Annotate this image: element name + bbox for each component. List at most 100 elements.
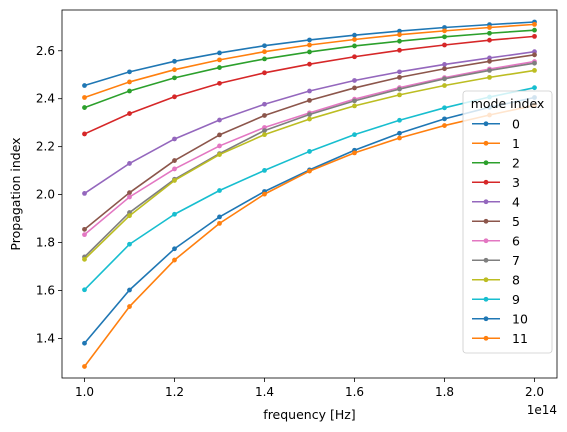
- data-point: [397, 117, 402, 123]
- data-point: [82, 340, 87, 346]
- data-point: [262, 191, 267, 197]
- legend-entry-3: 3: [472, 175, 520, 190]
- data-point: [397, 135, 402, 141]
- data-point: [487, 74, 492, 80]
- data-point: [217, 117, 222, 123]
- y-axis-title: Propagation index: [8, 137, 23, 250]
- data-point: [172, 58, 177, 64]
- x-tick-label: 2.0: [525, 385, 544, 399]
- series-0: [82, 19, 537, 88]
- data-point: [442, 62, 447, 67]
- data-point: [487, 37, 492, 43]
- y-tick-label: 1.8: [36, 236, 55, 250]
- data-point: [307, 149, 312, 154]
- legend-swatch-marker: [483, 199, 489, 205]
- data-point: [217, 132, 222, 138]
- legend-entry-11: 11: [472, 331, 528, 346]
- data-point: [172, 136, 177, 142]
- data-point: [442, 76, 447, 82]
- x-axis-title: frequency [Hz]: [263, 407, 355, 422]
- data-point: [172, 257, 177, 263]
- legend-label: 11: [512, 331, 528, 346]
- data-point: [127, 88, 132, 94]
- data-point: [217, 50, 222, 56]
- plot-frame: [61, 9, 558, 379]
- legend-swatch-marker: [483, 179, 489, 185]
- legend-label: 8: [512, 272, 520, 287]
- data-point: [262, 132, 267, 138]
- legend-entry-8: 8: [472, 272, 520, 287]
- data-point: [217, 80, 222, 86]
- legend-entry-6: 6: [472, 233, 520, 248]
- legend-swatch-marker: [483, 140, 489, 146]
- data-point: [442, 28, 447, 34]
- data-point: [352, 32, 357, 38]
- data-point: [397, 47, 402, 53]
- legend-label: 3: [512, 175, 520, 190]
- data-point: [487, 25, 492, 30]
- data-point: [352, 150, 357, 156]
- data-point: [262, 49, 267, 55]
- y-tick-label: 2.0: [36, 188, 55, 202]
- data-point: [397, 92, 402, 98]
- data-point: [307, 168, 312, 174]
- legend-swatch-marker: [483, 257, 489, 263]
- series-3: [82, 33, 537, 137]
- legend-label: 1: [512, 136, 520, 151]
- data-point: [487, 30, 492, 36]
- data-point: [262, 43, 267, 49]
- data-point: [127, 304, 132, 309]
- legend-label: 2: [512, 155, 520, 170]
- legend-entry-1: 1: [472, 136, 520, 151]
- data-point: [82, 364, 87, 369]
- data-point: [172, 158, 177, 163]
- data-point: [442, 116, 447, 122]
- x-tick-label: 1.2: [165, 385, 184, 399]
- data-point: [217, 65, 222, 70]
- data-point: [172, 246, 177, 252]
- data-point: [127, 111, 132, 116]
- data-point: [217, 188, 222, 193]
- data-point: [487, 55, 492, 61]
- x-offset-label: 1e14: [527, 403, 557, 417]
- data-point: [442, 66, 447, 72]
- legend-swatch-marker: [483, 218, 489, 224]
- data-point: [532, 27, 537, 33]
- legend-swatch-marker: [483, 296, 489, 302]
- data-point: [127, 69, 132, 75]
- legend-label: 4: [512, 194, 520, 209]
- y-tick-label: 2.2: [36, 140, 55, 154]
- series-8: [82, 68, 537, 262]
- legend-label: 5: [512, 214, 520, 229]
- data-point: [82, 287, 87, 293]
- legend-label: 10: [512, 311, 528, 326]
- legend-title: mode index: [471, 96, 545, 111]
- data-point: [307, 37, 312, 43]
- legend-entry-10: 10: [472, 311, 528, 326]
- data-point: [262, 113, 267, 118]
- data-point: [82, 226, 87, 232]
- data-point: [442, 105, 447, 111]
- plot-lines: [82, 19, 537, 369]
- data-point: [487, 58, 492, 64]
- data-point: [442, 25, 447, 30]
- series-1: [82, 21, 537, 100]
- data-point: [82, 105, 87, 110]
- legend-entry-9: 9: [472, 292, 520, 307]
- data-point: [307, 49, 312, 55]
- legend-swatch-marker: [483, 335, 489, 341]
- data-point: [397, 74, 402, 80]
- data-point: [442, 83, 447, 88]
- legend-swatch-marker: [483, 238, 489, 244]
- data-point: [532, 21, 537, 27]
- y-tick-label: 1.6: [36, 283, 55, 297]
- data-point: [127, 161, 132, 166]
- data-point: [442, 123, 447, 128]
- data-point: [307, 42, 312, 48]
- data-point: [352, 98, 357, 104]
- data-point: [442, 34, 447, 40]
- data-point: [82, 83, 87, 88]
- data-point: [82, 95, 87, 100]
- legend-swatch-marker: [483, 316, 489, 322]
- data-point: [307, 112, 312, 117]
